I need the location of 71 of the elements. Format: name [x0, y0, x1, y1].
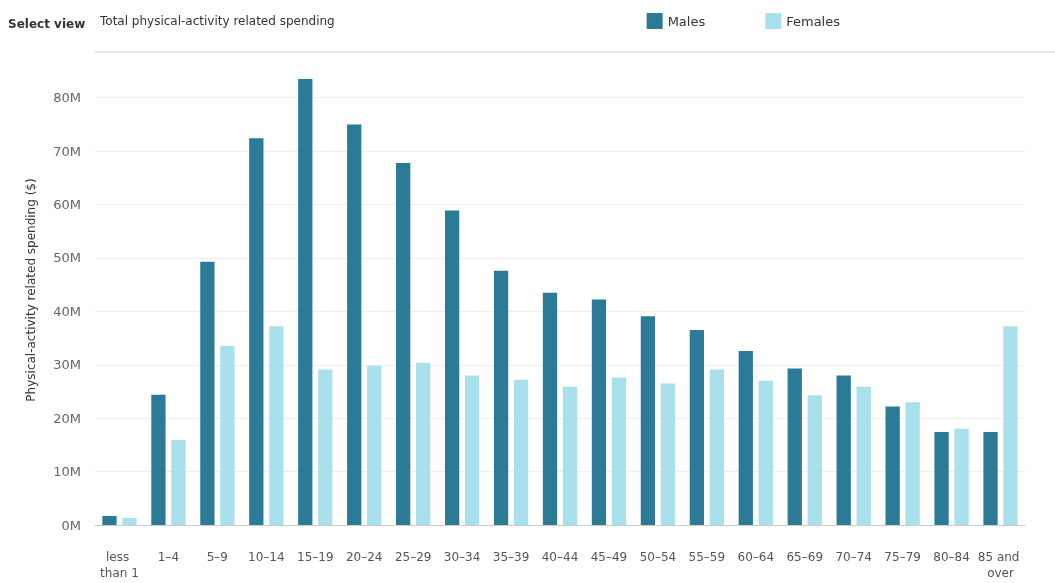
- bar: [542, 292, 558, 525]
- bar: [709, 369, 724, 525]
- bar: [464, 375, 480, 525]
- y-tick-label: 50M: [53, 250, 81, 266]
- x-tick-label: 1–4: [157, 550, 180, 564]
- x-tick-label: less than 1: [100, 550, 139, 580]
- bar: [318, 369, 333, 525]
- bar: [885, 406, 900, 525]
- bar: [444, 210, 460, 525]
- y-tick-label: 20M: [53, 410, 81, 426]
- bar: [905, 402, 920, 525]
- x-tick-label: 40–44: [541, 550, 579, 564]
- bar: [611, 377, 627, 525]
- x-tick-label: 85 and over: [977, 550, 1024, 580]
- bar: [562, 386, 578, 525]
- y-tick-label: 60M: [53, 197, 81, 213]
- x-tick-label: 25–29: [394, 550, 432, 564]
- y-tick-label: 10M: [53, 464, 81, 480]
- bar: [249, 138, 264, 525]
- x-tick-label: 45–49: [590, 550, 628, 564]
- y-tick-label: 0M: [61, 517, 81, 533]
- x-tick-label: 60–64: [737, 550, 775, 564]
- bar: [807, 395, 822, 525]
- bar: [640, 316, 656, 525]
- legend-label: Females: [786, 13, 841, 29]
- bar: [787, 368, 802, 525]
- bar: [102, 515, 117, 525]
- y-tick-label: 40M: [53, 303, 81, 319]
- x-tick-label: 10–14: [248, 550, 285, 564]
- legend-label: Males: [667, 13, 706, 29]
- bar: [983, 432, 998, 525]
- x-tick-label: 30–34: [443, 550, 481, 564]
- x-tick-label: 75–79: [884, 550, 921, 564]
- bar: [298, 79, 313, 525]
- x-tick-label: 5–9: [206, 550, 229, 564]
- bar: [934, 432, 949, 525]
- bar: [513, 379, 529, 525]
- bar: [1003, 326, 1018, 525]
- bar: [396, 162, 411, 525]
- bar: [269, 326, 284, 525]
- x-tick-label: 20–24: [345, 550, 383, 564]
- x-tick-label: 70–74: [835, 550, 872, 564]
- y-tick-label: 70M: [53, 143, 81, 159]
- bar: [367, 365, 382, 525]
- bar: [493, 270, 509, 525]
- x-tick-label: 15–19: [296, 550, 334, 564]
- bar: [220, 346, 235, 525]
- y-tick-label: 80M: [53, 90, 81, 106]
- bar: [347, 124, 362, 525]
- x-tick-label: 65–69: [786, 550, 824, 564]
- bar: [758, 380, 773, 525]
- bar: [171, 440, 186, 525]
- bar: [122, 518, 137, 525]
- y-axis-title: Physical-activity related spending ($): [24, 178, 38, 402]
- chart-title: Total physical-activity related spending: [99, 14, 335, 28]
- bar: [591, 299, 607, 525]
- x-tick-label: 50–54: [639, 550, 677, 564]
- y-tick-label: 30M: [53, 357, 81, 373]
- bar: [200, 261, 215, 525]
- bar: [660, 383, 676, 525]
- text: Select view: [8, 17, 86, 31]
- bar: [836, 375, 851, 525]
- x-tick-label: 35–39: [492, 550, 530, 564]
- bar: [738, 350, 753, 525]
- bar: [856, 386, 871, 525]
- bar: [954, 428, 969, 525]
- x-tick-label: 55–59: [688, 550, 726, 564]
- bar: [416, 362, 431, 525]
- bar: [151, 394, 166, 525]
- x-tick-label: 80–84: [933, 550, 970, 564]
- bar: [689, 330, 704, 525]
